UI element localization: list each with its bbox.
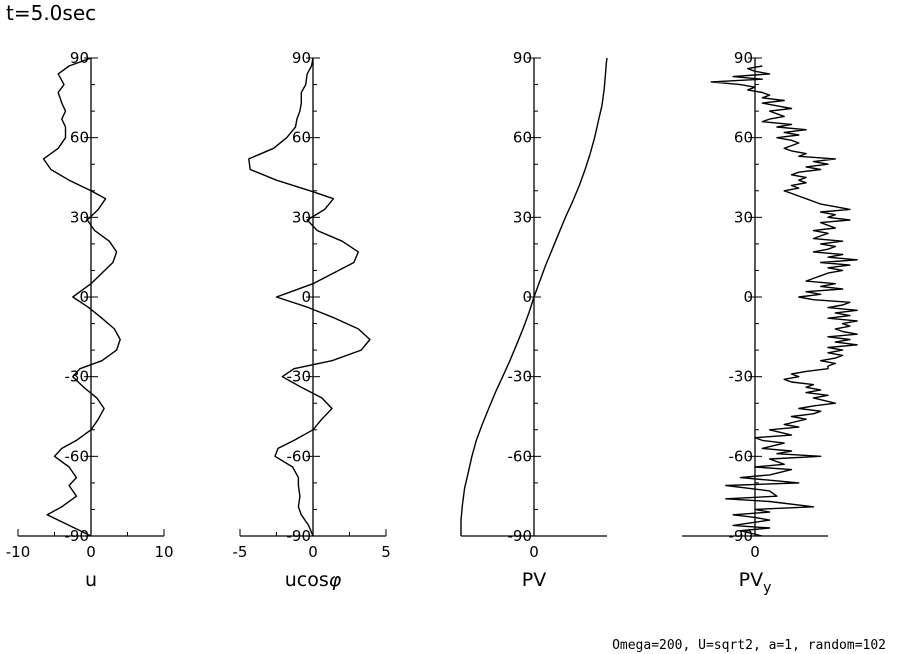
chart-u-y-tick-label: 90: [70, 49, 89, 67]
chart-ucos-y-tick-label: 30: [292, 208, 311, 226]
chart-ucos-x-label: ucosφ: [285, 569, 342, 591]
chart-pvy-y-tick-label: -60: [729, 447, 754, 465]
chart-u-y-tick-label: 30: [70, 208, 89, 226]
panel-pvy: -90 -60 -30 0 30 60 90 0 PVy: [682, 49, 858, 596]
chart-ucos-y-tick-label: 0: [301, 288, 311, 306]
chart-u-x-label: u: [85, 569, 97, 591]
chart-pvy-y-tick-label: 0: [743, 288, 753, 306]
chart-ucos-y-tick-label: 90: [292, 49, 311, 67]
panel-pv: -90 -60 -30 0 30 60 90 0 PV: [460, 49, 608, 591]
chart-ucos-y-tick-label: -60: [287, 447, 312, 465]
chart-pvy-x-label: PVy: [739, 569, 772, 596]
chart-pvy-y-tick-label: 60: [734, 129, 753, 147]
chart-u-x-tick-label: 0: [86, 543, 96, 561]
chart-u-x-tick-label: 10: [154, 543, 173, 561]
chart-pvy-y-tick-label: -90: [729, 527, 754, 545]
chart-u-y-tick-label: 60: [70, 129, 89, 147]
chart-ucos-series-line: [248, 57, 371, 537]
chart-pv-y-tick-label: 0: [522, 288, 532, 306]
chart-pvy-x-tick-label: 0: [750, 543, 760, 561]
chart-u-y-tick-label: 0: [79, 288, 89, 306]
chart-pv-y-tick-label: -30: [508, 368, 533, 386]
chart-ucos-y-tick-label: 60: [292, 129, 311, 147]
chart-u-series-line: [42, 57, 121, 537]
chart-ucos-x-tick-label: 0: [308, 543, 318, 561]
chart-pv-y-tick-label: -90: [508, 527, 533, 545]
plot-title: t=5.0sec: [6, 1, 97, 25]
chart-pvy-x-label-subscript: y: [763, 580, 771, 596]
chart-ucos-y-tick-label: -30: [287, 368, 312, 386]
panel-ucos: -90 -60 -30 0 30 60 90 -5 0 5 ucosφ: [233, 49, 391, 591]
chart-pv-x-label: PV: [522, 569, 546, 591]
parameters-caption: Omega=200, U=sqrt2, a=1, random=102: [612, 638, 886, 653]
chart-u-y-tick-label: -30: [65, 368, 90, 386]
chart-pv-y-tick-label: 60: [513, 129, 532, 147]
chart-pvy-y-tick-label: 30: [734, 208, 753, 226]
chart-ucos-x-tick-label: -5: [233, 543, 248, 561]
chart-u-y-tick-label: -60: [65, 447, 90, 465]
chart-pv-y-tick-label: 90: [513, 49, 532, 67]
chart-pvy-y-tick-label: -30: [729, 368, 754, 386]
chart-ucos-y-tick-label: -90: [287, 527, 312, 545]
chart-u-x-tick-label: -10: [6, 543, 31, 561]
chart-ucos-x-label-symbol: φ: [329, 569, 342, 591]
chart-pv-x-tick-label: 0: [529, 543, 539, 561]
chart-pv-y-tick-label: 30: [513, 208, 532, 226]
chart-pvy-series-line: [710, 65, 858, 537]
chart-pv-series-line: [460, 57, 608, 536]
chart-pv-y-tick-label: -60: [508, 447, 533, 465]
chart-ucos-x-tick-label: 5: [381, 543, 391, 561]
chart-pvy-y-tick-label: 90: [734, 49, 753, 67]
